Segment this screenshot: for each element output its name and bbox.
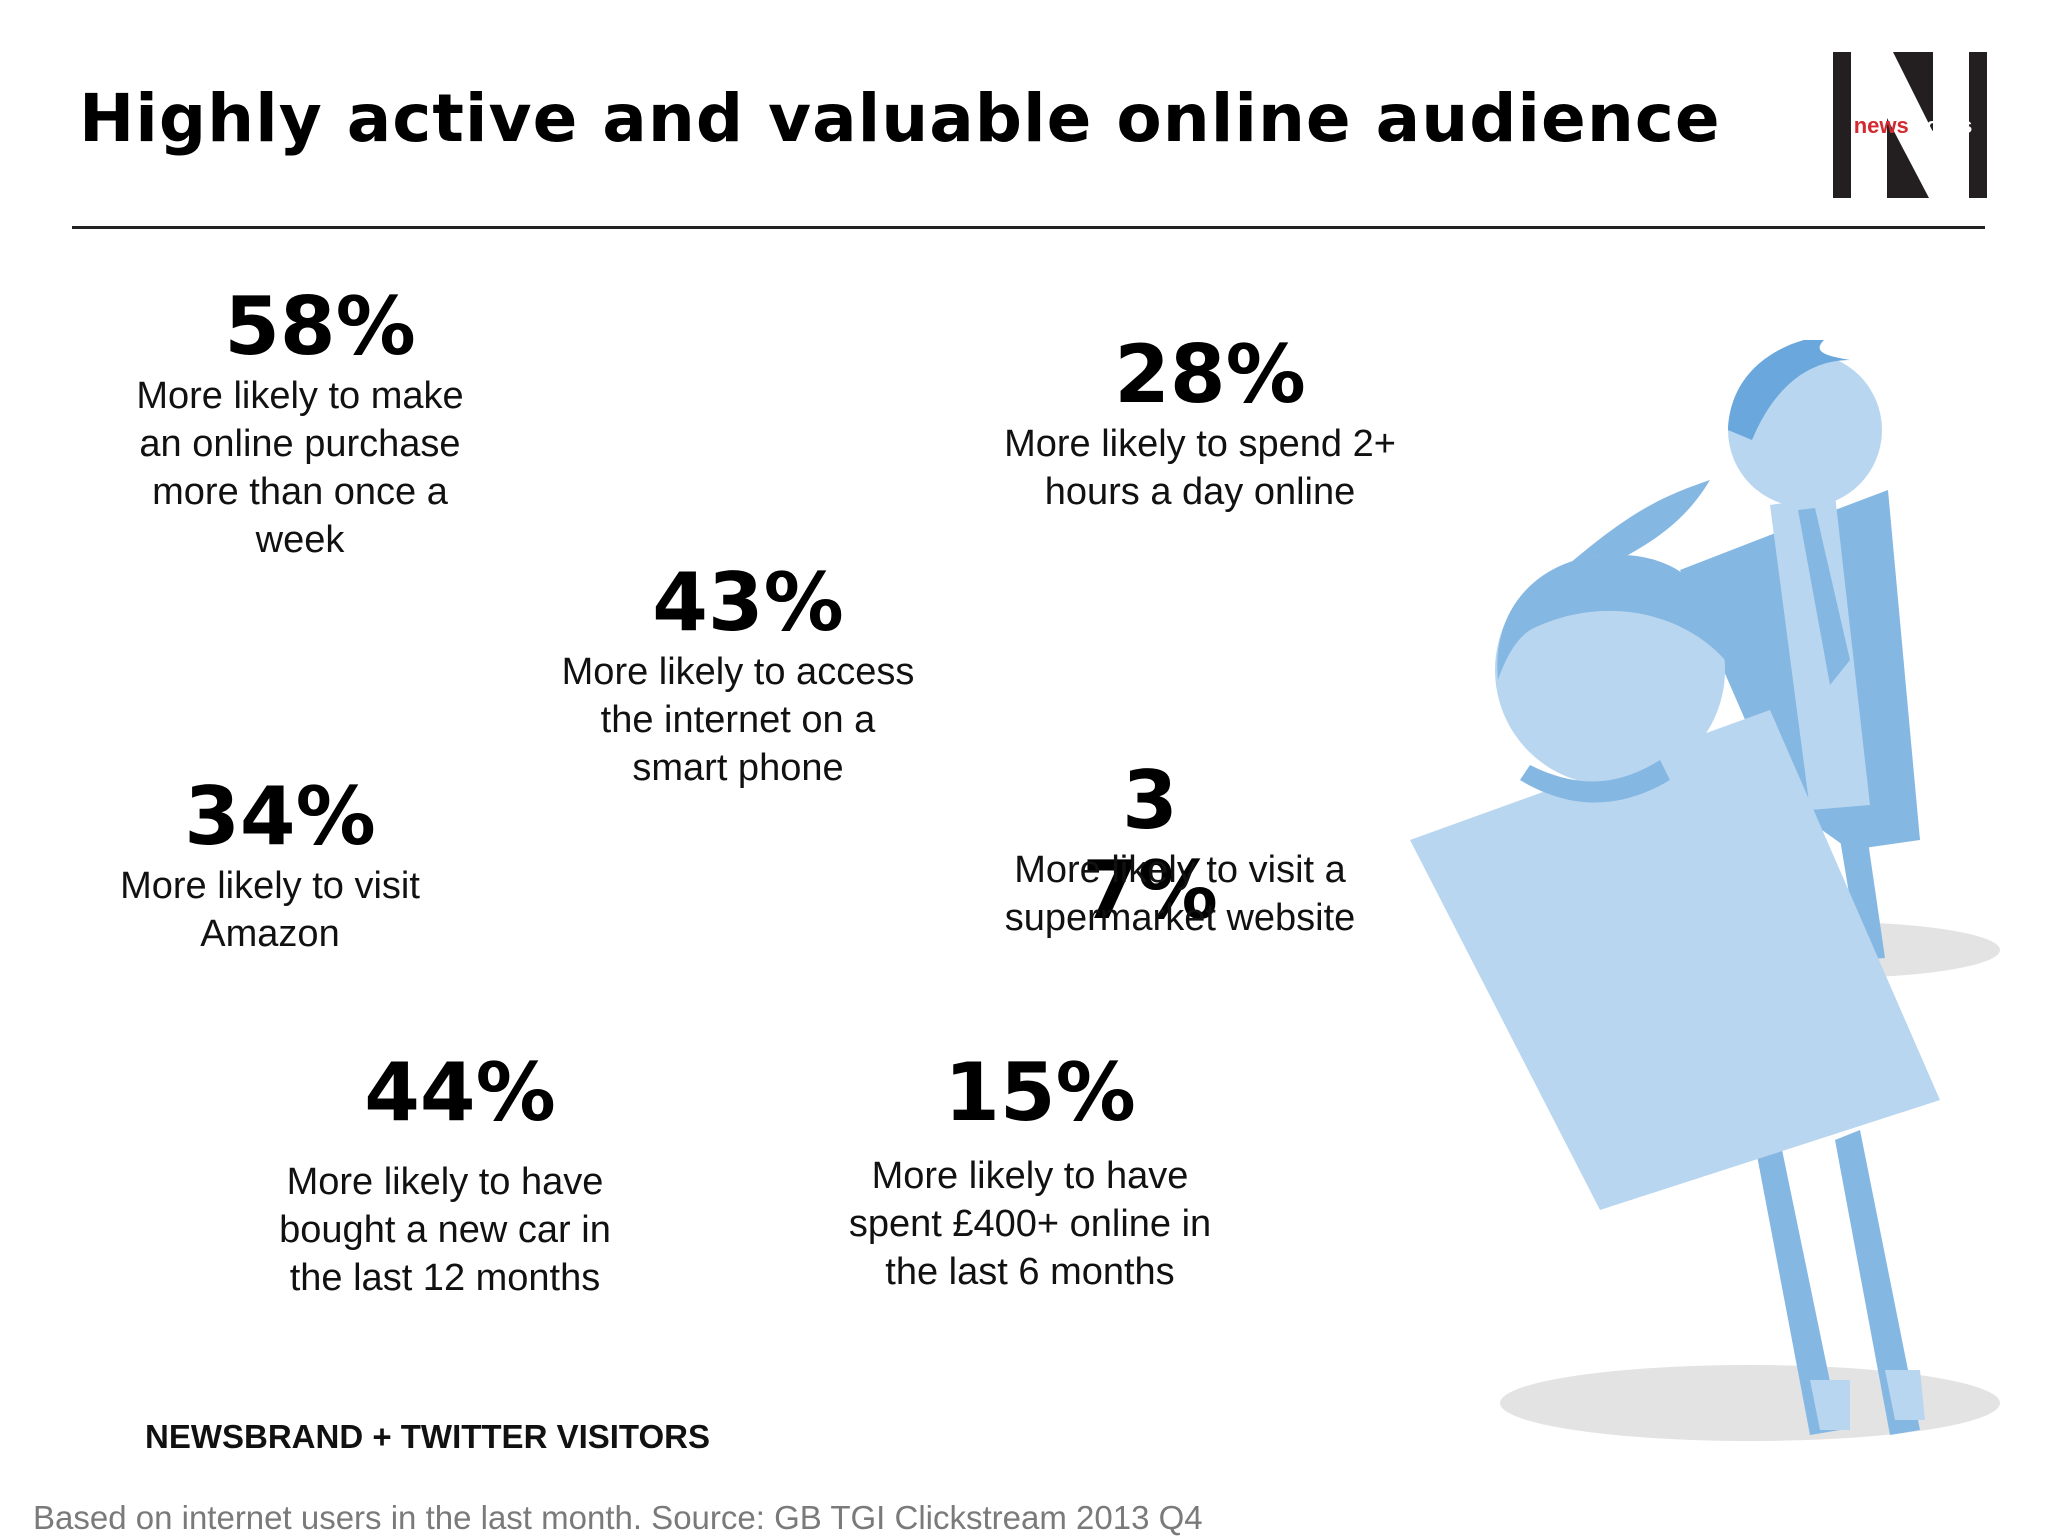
stat-percent: 43% <box>652 556 844 649</box>
logo-n-icon <box>1851 52 1969 198</box>
stat-description: More likely to have spent £400+ online i… <box>848 1155 1212 1293</box>
stat-supermarket: 37% More likely to visit a supermarket w… <box>980 756 1380 942</box>
stat-online-purchase: 58% More likely to make an online purcha… <box>110 282 490 564</box>
stat-amazon: 34% More likely to visit Amazon <box>100 772 440 958</box>
stat-hours-online: 28% More likely to spend 2+ hours a day … <box>990 330 1410 516</box>
audience-label: NEWSBRAND + TWITTER VISITORS <box>145 1418 710 1455</box>
newsworks-logo: newsworks <box>1833 52 1987 198</box>
page-title: Highly active and valuable online audien… <box>79 80 1721 157</box>
stat-percent: 15% <box>944 1046 1136 1139</box>
stat-percent: 44% <box>364 1046 556 1139</box>
stat-percent: 34% <box>184 770 376 863</box>
stat-spent-online: 15% More likely to have spent £400+ onli… <box>830 1048 1230 1296</box>
stat-description: More likely to access the internet on a … <box>561 651 915 789</box>
woman-figure <box>1410 480 1940 1435</box>
title-divider <box>72 226 1985 229</box>
stat-description: More likely to visit a supermarket websi… <box>1004 849 1356 939</box>
stat-description: More likely to visit Amazon <box>120 865 420 955</box>
stat-new-car: 44% More likely to have bought a new car… <box>250 1048 640 1302</box>
stat-smart-phone: 43% More likely to access the internet o… <box>548 558 928 792</box>
people-illustration <box>1410 340 2000 1441</box>
stat-description: More likely to make an online purchase m… <box>136 375 464 561</box>
woman-shadow <box>1500 1365 2000 1441</box>
stat-description: More likely to have bought a new car in … <box>279 1161 611 1299</box>
source-note: Based on internet users in the last mont… <box>33 1499 1203 1536</box>
stat-percent: 58% <box>224 280 416 373</box>
stat-percent: 37% <box>1082 754 1218 937</box>
stat-description: More likely to spend 2+ hours a day onli… <box>1004 423 1396 513</box>
stat-percent: 28% <box>1114 328 1306 421</box>
logo-text: newsworks <box>1853 113 1973 138</box>
